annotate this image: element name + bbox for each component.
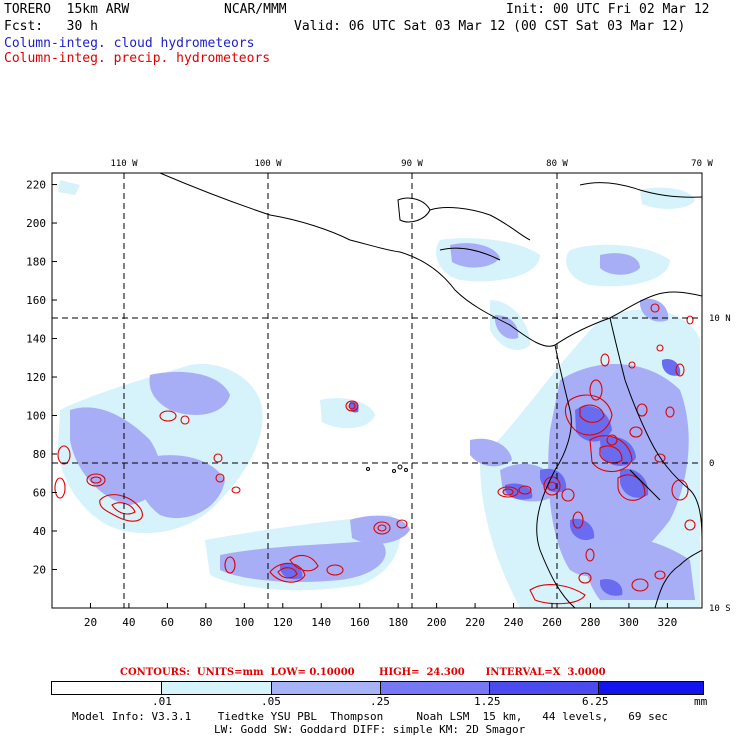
x-tick-label: 200	[427, 616, 447, 629]
colorbar	[51, 681, 704, 695]
colorbar-segment-3	[381, 682, 490, 694]
colorbar-segment-5	[599, 682, 703, 694]
model-info: Model Info: V3.3.1 Tiedtke YSU PBL Thomp…	[72, 710, 669, 723]
x-tick-label: 300	[619, 616, 639, 629]
y-tick-label: 160	[26, 294, 46, 307]
colorbar-segment-4	[490, 682, 599, 694]
colorbar-segment-1	[162, 682, 272, 694]
init-time: Init: 00 UTC Fri 02 Mar 12	[506, 2, 710, 17]
x-tick-label: 320	[657, 616, 677, 629]
lat-label-0: 0	[709, 459, 714, 469]
y-tick-label: 200	[26, 217, 46, 230]
y-tick-label: 100	[26, 410, 46, 423]
x-tick-label: 160	[350, 616, 370, 629]
lon-label-90w: 90 W	[401, 159, 423, 169]
lat-lon-grid	[52, 173, 702, 608]
x-tick-label: 260	[542, 616, 562, 629]
y-tick-label: 60	[33, 487, 46, 500]
colorbar-label-3: 1.25	[474, 695, 501, 708]
x-tick-label: 180	[388, 616, 408, 629]
lon-label-80w: 80 W	[546, 159, 568, 169]
x-tick-label: 120	[273, 616, 293, 629]
axis-ticks	[52, 184, 668, 608]
lon-label-100w: 100 W	[254, 159, 282, 169]
x-tick-label: 20	[84, 616, 97, 629]
colorbar-label-1: .05	[261, 695, 281, 708]
y-tick-label: 140	[26, 333, 46, 346]
map-frame	[51, 172, 703, 609]
x-tick-label: 100	[234, 616, 254, 629]
y-tick-label: 120	[26, 371, 46, 384]
y-tick-label: 40	[33, 525, 46, 538]
lat-label-10n: 10 N	[709, 314, 731, 324]
contours-info: CONTOURS: UNITS=mm LOW= 0.10000 HIGH= 24…	[120, 667, 606, 678]
lon-label-110w: 110 W	[110, 159, 138, 169]
x-tick-label: 220	[465, 616, 485, 629]
x-tick-label: 40	[122, 616, 135, 629]
field-cloud-label: Column-integ. cloud hydrometeors	[4, 36, 255, 51]
org-label: NCAR/MMM	[224, 2, 287, 17]
field-precip-label: Column-integ. precip. hydrometeors	[4, 51, 271, 66]
colorbar-segment-2	[272, 682, 381, 694]
colorbar-label-0: .01	[152, 695, 172, 708]
lon-label-70w: 70 W	[691, 159, 713, 169]
colorbar-label-2: .25	[370, 695, 390, 708]
valid-time: Valid: 06 UTC Sat 03 Mar 12 (00 CST Sat …	[294, 19, 686, 34]
forecast-hour: Fcst: 30 h	[4, 19, 98, 34]
lat-label-10s: 10 S	[709, 604, 731, 614]
y-tick-label: 80	[33, 448, 46, 461]
x-tick-label: 280	[581, 616, 601, 629]
x-tick-label: 60	[161, 616, 174, 629]
y-tick-label: 180	[26, 256, 46, 269]
x-tick-label: 140	[311, 616, 331, 629]
physics-info: LW: Godd SW: Goddard DIFF: simple KM: 2D…	[214, 723, 526, 736]
x-tick-label: 240	[504, 616, 524, 629]
model-title: TORERO 15km ARW	[4, 2, 130, 17]
colorbar-segment-0	[52, 682, 162, 694]
colorbar-unit: mm	[694, 695, 708, 708]
colorbar-label-4: 6.25	[582, 695, 609, 708]
y-tick-label: 220	[26, 179, 46, 192]
x-tick-label: 80	[199, 616, 212, 629]
coastlines	[159, 173, 702, 608]
y-tick-label: 20	[33, 564, 46, 577]
